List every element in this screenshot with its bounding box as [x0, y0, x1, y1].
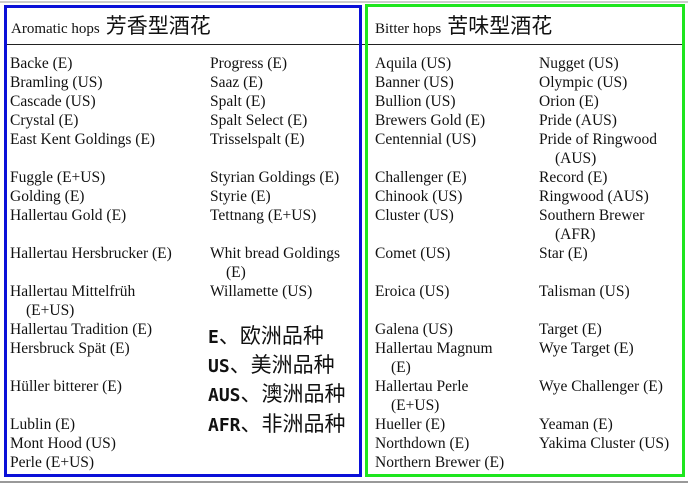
hop-variety: Hallertau Hersbrucker (E)	[10, 245, 172, 262]
hop-variety: Comet (US)	[375, 245, 451, 262]
hop-variety: Styrie (E)	[210, 188, 271, 205]
hop-variety: Hallertau Perle	[375, 378, 469, 395]
legend-label: 、美洲品种	[229, 353, 335, 377]
hop-variety: Brewers Gold (E)	[375, 112, 486, 129]
legend-code: AUS	[208, 385, 241, 406]
hop-variety-continuation: (E)	[226, 264, 246, 281]
hop-variety: Saaz (E)	[210, 74, 263, 91]
hop-variety: Banner (US)	[375, 74, 454, 91]
legend-item-aus: AUS、澳洲品种	[208, 378, 346, 408]
aromatic-title: Aromatic hops	[11, 21, 100, 37]
hop-variety: Yakima Cluster (US)	[539, 435, 670, 452]
hop-variety: Trisselspalt (E)	[210, 131, 305, 148]
hop-variety-continuation: (AUS)	[555, 150, 597, 167]
hop-variety: Olympic (US)	[539, 74, 628, 91]
hop-variety: Pride (AUS)	[539, 112, 617, 129]
hop-variety: Nugget (US)	[539, 55, 619, 72]
aromatic-title-zh: 芳香型酒花	[105, 14, 211, 38]
hop-variety: Record (E)	[539, 169, 608, 186]
hop-variety: Tettnang (E+US)	[210, 207, 317, 224]
hop-variety: Ringwood (AUS)	[539, 188, 649, 205]
hop-variety: Hueller (E)	[375, 416, 446, 433]
hop-variety: Willamette (US)	[210, 283, 313, 300]
hop-variety: Golding (E)	[10, 188, 85, 205]
hop-variety: Cluster (US)	[375, 207, 454, 224]
hop-variety: Talisman (US)	[539, 283, 630, 300]
hop-variety: Southern Brewer	[539, 207, 645, 224]
hop-variety: Galena (US)	[375, 321, 453, 338]
hop-variety: Wye Challenger (E)	[539, 378, 663, 395]
legend-code: US	[208, 356, 230, 377]
bitter-hops-header: Bitter hops 苦味型酒花	[375, 10, 552, 40]
hop-variety-continuation: (AFR)	[555, 226, 596, 243]
hop-variety-continuation: (E)	[391, 359, 411, 376]
bitter-hops-box	[365, 4, 685, 477]
hop-variety: Hallertau Magnum	[375, 340, 493, 357]
hop-variety: Styrian Goldings (E)	[210, 169, 340, 186]
legend-item-us: US、美洲品种	[208, 349, 335, 379]
hop-variety: Spalt (E)	[210, 93, 266, 110]
legend-label: 、非洲品种	[240, 412, 346, 436]
hop-variety: Chinook (US)	[375, 188, 463, 205]
legend-label: 、澳洲品种	[240, 382, 346, 406]
hop-variety: Eroica (US)	[375, 283, 450, 300]
hop-variety: Hallertau Mittelfrüh	[10, 283, 136, 300]
hop-variety: Crystal (E)	[10, 112, 79, 129]
legend-code: E	[208, 327, 219, 348]
top-edge-rule	[0, 1, 688, 3]
hop-variety-continuation: (E+US)	[391, 397, 440, 414]
bitter-title-zh: 苦味型酒花	[447, 14, 553, 38]
hop-variety: Bramling (US)	[10, 74, 103, 91]
hop-variety: Lublin (E)	[10, 416, 75, 433]
aromatic-hops-header: Aromatic hops 芳香型酒花	[11, 10, 211, 40]
hop-variety: Wye Target (E)	[539, 340, 634, 357]
hop-variety: Hallertau Tradition (E)	[10, 321, 153, 338]
hop-variety: Mont Hood (US)	[10, 435, 116, 452]
hop-variety: Spalt Select (E)	[210, 112, 308, 129]
legend-item-e: E、欧洲品种	[208, 320, 324, 350]
header-rule	[5, 44, 683, 45]
hop-variety: Perle (E+US)	[10, 454, 95, 471]
hop-variety: East Kent Goldings (E)	[10, 131, 156, 148]
hop-variety-continuation: (E+US)	[26, 302, 75, 319]
hop-variety: Bullion (US)	[375, 93, 456, 110]
hop-variety: Hallertau Gold (E)	[10, 207, 127, 224]
hop-variety: Fuggle (E+US)	[10, 169, 106, 186]
hop-variety: Orion (E)	[539, 93, 599, 110]
hop-variety: Target (E)	[539, 321, 602, 338]
legend-label: 、欧洲品种	[218, 324, 324, 348]
hop-variety: Hersbruck Spät (E)	[10, 340, 130, 357]
hop-variety: Northdown (E)	[375, 435, 470, 452]
hop-variety: Whit bread Goldings	[210, 245, 341, 262]
hop-variety: Progress (E)	[210, 55, 288, 72]
hop-variety: Backe (E)	[10, 55, 73, 72]
aromatic-hops-box	[4, 5, 362, 477]
hop-variety: Centennial (US)	[375, 131, 477, 148]
hop-variety: Star (E)	[539, 245, 588, 262]
bottom-edge-rule	[0, 481, 688, 483]
hop-variety: Hüller bitterer (E)	[10, 378, 122, 395]
hop-variety: Challenger (E)	[375, 169, 467, 186]
legend-item-afr: AFR、非洲品种	[208, 408, 346, 438]
legend-code: AFR	[208, 415, 241, 436]
hop-variety: Cascade (US)	[10, 93, 96, 110]
hop-variety: Aquila (US)	[375, 55, 452, 72]
hop-variety: Yeaman (E)	[539, 416, 613, 433]
bitter-title: Bitter hops	[375, 21, 442, 37]
hop-variety: Pride of Ringwood	[539, 131, 657, 148]
hop-variety: Northern Brewer (E)	[375, 454, 505, 471]
